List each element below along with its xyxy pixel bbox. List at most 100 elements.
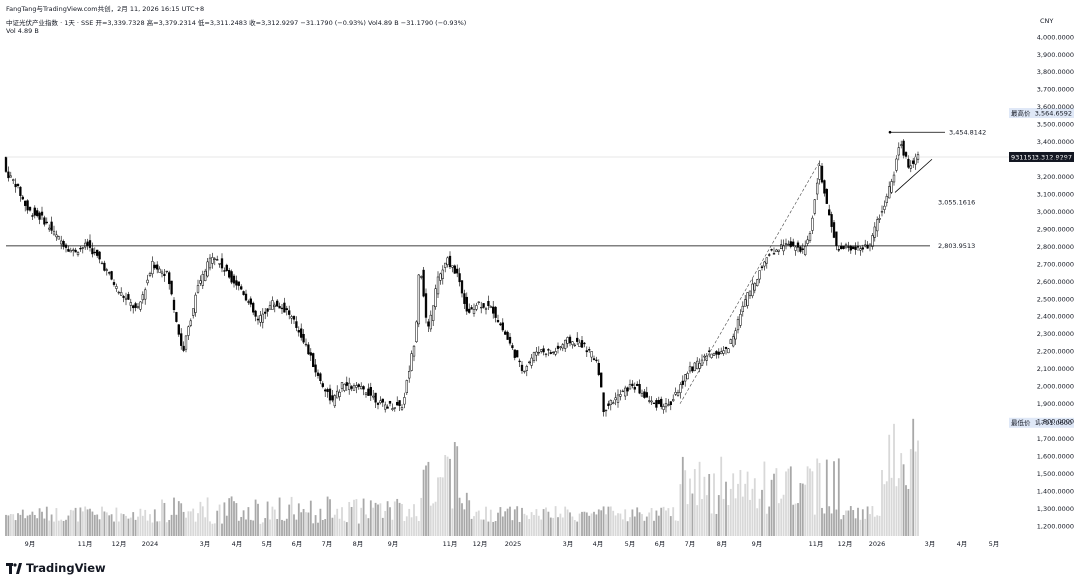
candle-body <box>535 351 538 356</box>
candle-body <box>573 344 576 347</box>
y-tick-label: 1,900.0000 <box>1037 400 1074 408</box>
candle-body <box>134 303 137 308</box>
volume-bar <box>113 521 115 536</box>
candle-body <box>151 261 154 275</box>
volume-bar <box>607 506 610 536</box>
candle-body <box>400 407 404 410</box>
volume-bar <box>518 521 521 536</box>
candle-body <box>492 306 495 314</box>
volume-bar <box>338 518 341 536</box>
candle-body <box>122 296 125 298</box>
volume-bar <box>77 521 79 536</box>
candle-body <box>732 336 735 347</box>
volume-bar <box>758 498 761 536</box>
x-tick-label: 11月 <box>443 540 458 548</box>
volume-bar <box>655 510 658 536</box>
candle-body <box>288 310 291 315</box>
volume-bar <box>914 451 917 536</box>
current-price-badge-label: 931151 <box>1011 153 1036 161</box>
candle-body <box>758 270 761 280</box>
y-tick-label: 3,500.0000 <box>1037 121 1074 129</box>
volume-bar <box>566 509 569 536</box>
volume-bar <box>847 510 850 536</box>
volume-bar <box>557 517 559 536</box>
volume-bar <box>187 511 190 536</box>
x-tick-label: 8月 <box>353 540 364 548</box>
candle-body <box>696 360 699 370</box>
volume-bar <box>597 509 600 536</box>
volume-bar <box>801 483 804 536</box>
y-tick-label: 3,800.0000 <box>1037 68 1074 76</box>
candle-body <box>136 306 140 308</box>
volume-bar <box>309 500 312 536</box>
candle-body <box>283 302 286 313</box>
volume-bar <box>386 501 389 536</box>
volume-bar <box>753 478 756 536</box>
candle-body <box>585 350 588 353</box>
volume-bar <box>833 461 835 536</box>
volume-bar <box>163 502 166 536</box>
volume-bar <box>451 508 454 536</box>
candle-body <box>463 293 466 304</box>
candle-body <box>849 246 852 251</box>
candle-body <box>564 339 567 349</box>
volume-bar <box>499 507 502 536</box>
volume-bar <box>36 518 39 536</box>
volume-bar <box>55 508 58 536</box>
candle-body <box>12 179 15 181</box>
candle-body <box>888 186 891 199</box>
volume-bar <box>199 501 202 536</box>
candle-body <box>158 268 161 273</box>
candle-body <box>494 306 497 318</box>
candle-body <box>576 337 579 342</box>
volume-bar <box>434 501 437 536</box>
candle-body <box>372 395 375 398</box>
x-tick-label: 2024 <box>142 540 159 548</box>
volume-bar <box>405 516 408 536</box>
candle-body <box>362 386 365 390</box>
candle-body <box>705 355 708 361</box>
volume-bar <box>360 507 363 536</box>
y-tick-label: 1,700.0000 <box>1037 435 1074 443</box>
candle-body <box>890 181 893 193</box>
volume-bar <box>537 515 540 536</box>
candle-body <box>547 349 550 351</box>
candle-body <box>393 407 396 409</box>
volume-bar <box>881 469 883 536</box>
candle-body <box>542 348 545 353</box>
volume-bar <box>605 514 607 536</box>
candle-body <box>76 252 80 256</box>
volume-bar <box>530 512 533 536</box>
candle-body <box>144 289 147 300</box>
y-tick-label: 2,200.0000 <box>1037 348 1074 356</box>
candle-body <box>403 397 406 405</box>
candle-body <box>448 255 452 268</box>
volume-bar <box>357 523 360 536</box>
volume-bar <box>866 506 869 536</box>
candle-body <box>688 366 692 372</box>
candle-body <box>206 261 209 277</box>
candle-body <box>523 370 526 373</box>
candle-body <box>739 314 742 326</box>
y-tick-label: 3,200.0000 <box>1037 173 1074 181</box>
candle-body <box>751 283 754 297</box>
volume-bar <box>271 506 274 536</box>
volume-bar <box>43 518 46 536</box>
candle-body <box>720 351 723 355</box>
candle-body <box>664 403 668 408</box>
x-tick-label: 5月 <box>262 540 273 548</box>
candle-body <box>31 215 34 217</box>
volume-bar <box>168 519 171 536</box>
volume-bar <box>72 510 75 536</box>
volume-bar <box>770 479 773 536</box>
candle-body <box>33 207 36 216</box>
tradingview-logo: TradingView <box>6 561 106 575</box>
candle-body <box>168 272 171 285</box>
volume-bar <box>345 522 348 536</box>
candle-body <box>900 144 903 146</box>
candle-body <box>436 276 440 295</box>
volume-bar <box>727 505 730 536</box>
volume-bar <box>437 477 439 536</box>
candle-body <box>21 196 24 200</box>
